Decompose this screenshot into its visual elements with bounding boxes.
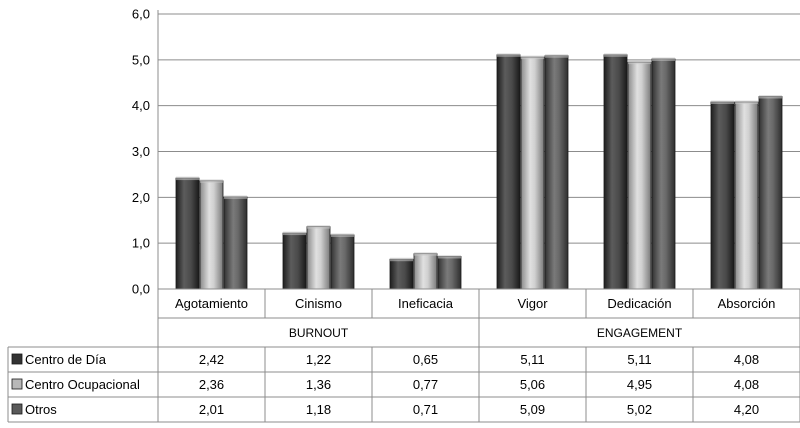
y-tick-label: 6,0 — [132, 7, 150, 22]
bar — [603, 53, 628, 290]
series-name: Otros — [25, 402, 57, 417]
y-tick-label: 1,0 — [132, 236, 150, 251]
table-value: 1,22 — [306, 352, 331, 367]
y-tick-label: 4,0 — [132, 98, 150, 113]
group-label: ENGAGEMENT — [597, 326, 683, 340]
bar — [223, 195, 248, 290]
gridlines — [158, 13, 800, 244]
x-category-label: Dedicación — [607, 296, 671, 311]
legend-key — [11, 353, 23, 365]
table-value: 1,36 — [306, 377, 331, 392]
legend-key — [11, 378, 23, 390]
table-value: 5,02 — [627, 402, 652, 417]
table-value: 5,11 — [520, 352, 544, 367]
y-tick-label: 2,0 — [132, 190, 150, 205]
bar — [758, 95, 783, 290]
bar — [282, 231, 307, 290]
bar — [651, 57, 676, 290]
bar — [520, 55, 545, 290]
x-category-label: Cinismo — [295, 296, 342, 311]
bar — [544, 54, 569, 290]
bar — [306, 225, 331, 290]
group-label: BURNOUT — [289, 326, 349, 340]
table-value: 2,36 — [199, 377, 224, 392]
bar — [389, 257, 414, 290]
table-value: 0,71 — [413, 402, 438, 417]
table-value: 5,11 — [627, 352, 651, 367]
x-category-label: Ineficacia — [398, 296, 454, 311]
bar — [496, 53, 521, 290]
table-value: 4,08 — [734, 352, 759, 367]
table-value: 5,09 — [520, 402, 545, 417]
bar — [330, 233, 355, 290]
bar — [413, 252, 438, 290]
table-value: 1,18 — [306, 402, 331, 417]
series-name: Centro Ocupacional — [25, 377, 140, 392]
y-tick-label: 3,0 — [132, 144, 150, 159]
data-table: Agotamiento Cinismo Ineficacia Vigor Dedicac… — [7, 289, 800, 423]
y-tick-label: 0,0 — [132, 282, 150, 297]
x-category-label: Vigor — [517, 296, 548, 311]
axes — [157, 10, 800, 290]
bars — [175, 53, 783, 290]
table-value: 5,06 — [520, 377, 545, 392]
table-value: 4,95 — [627, 377, 652, 392]
series-name: Centro de Día — [25, 352, 107, 367]
bar — [734, 100, 759, 290]
table-value: 0,65 — [413, 352, 438, 367]
table-value: 2,42 — [199, 352, 224, 367]
y-tick-label: 5,0 — [132, 52, 150, 67]
bar — [175, 176, 200, 290]
x-category-label: Absorción — [718, 296, 776, 311]
table-value: 0,77 — [413, 377, 438, 392]
table-value: 4,08 — [734, 377, 759, 392]
table-value: 4,20 — [734, 402, 759, 417]
bar — [627, 60, 652, 290]
bar — [199, 179, 224, 290]
legend-key — [11, 403, 23, 415]
bar — [437, 254, 462, 290]
y-axis-tick-labels: 0,0 1,0 2,0 3,0 4,0 5,0 6,0 — [132, 7, 150, 297]
x-category-label: Agotamiento — [175, 296, 248, 311]
bar — [710, 100, 735, 290]
table-value: 2,01 — [199, 402, 224, 417]
